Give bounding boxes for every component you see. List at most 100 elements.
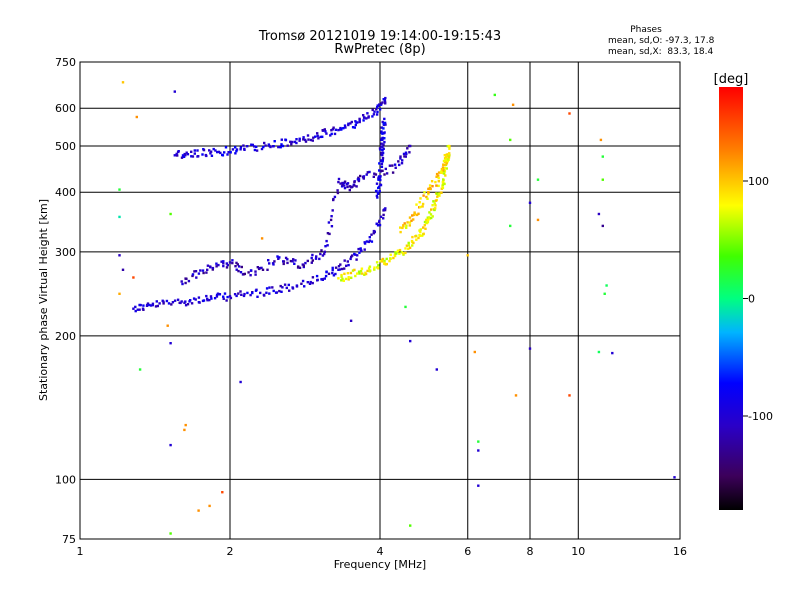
trace-point bbox=[319, 135, 322, 139]
trace-point bbox=[404, 151, 408, 154]
trace-point bbox=[396, 249, 400, 252]
y-tick-label: 75 bbox=[62, 533, 76, 546]
trace-point bbox=[358, 272, 361, 275]
trace-point bbox=[357, 270, 361, 273]
trace-point bbox=[279, 146, 282, 149]
trace-point bbox=[383, 100, 387, 103]
trace-point bbox=[263, 294, 266, 297]
trace-point bbox=[389, 253, 392, 256]
trace-point bbox=[329, 218, 333, 222]
trace-point bbox=[419, 228, 422, 231]
trace-point bbox=[278, 256, 281, 259]
trace-point bbox=[344, 126, 347, 129]
trace-point bbox=[424, 227, 427, 230]
trace-point bbox=[430, 208, 433, 211]
trace-point bbox=[316, 132, 319, 135]
trace-point bbox=[337, 277, 340, 280]
trace-point bbox=[194, 298, 197, 301]
trace-point bbox=[384, 207, 387, 210]
trace-point bbox=[405, 244, 409, 247]
trace-point bbox=[180, 300, 183, 303]
x-tick-label: 1 bbox=[77, 545, 84, 558]
trace-point bbox=[381, 145, 384, 149]
trace-point bbox=[443, 182, 446, 186]
trace-point bbox=[367, 116, 370, 119]
trace-point bbox=[282, 260, 286, 263]
trace-point bbox=[441, 186, 445, 190]
trace-point bbox=[437, 171, 441, 174]
trace-point bbox=[181, 154, 185, 157]
y-axis-label: Stationary phase Virtual Height [km] bbox=[37, 199, 50, 401]
trace-point bbox=[345, 264, 348, 267]
trace-point bbox=[363, 248, 366, 251]
trace-point bbox=[384, 123, 387, 126]
trace-point bbox=[132, 307, 135, 310]
trace-point bbox=[447, 156, 451, 159]
trace-point bbox=[438, 194, 441, 197]
trace-point bbox=[423, 191, 426, 194]
trace-point bbox=[383, 137, 386, 140]
trace-point bbox=[403, 222, 406, 225]
trace-point bbox=[374, 173, 378, 176]
trace-point bbox=[155, 300, 158, 303]
trace-point bbox=[337, 268, 340, 271]
trace-point bbox=[443, 166, 446, 170]
trace-point bbox=[235, 148, 239, 151]
trace-point bbox=[210, 297, 213, 300]
trace-point bbox=[361, 176, 365, 179]
trace-point bbox=[273, 260, 276, 263]
trace-point bbox=[279, 284, 282, 288]
y-tick-label: 200 bbox=[55, 330, 76, 343]
trace-point bbox=[234, 152, 237, 155]
trace-point bbox=[324, 245, 327, 248]
trace-point bbox=[407, 241, 410, 245]
trace-point bbox=[182, 155, 186, 158]
trace-point bbox=[208, 298, 211, 302]
trace-point bbox=[372, 229, 376, 233]
trace-point bbox=[379, 260, 382, 263]
trace-point bbox=[331, 209, 334, 212]
trace-point bbox=[422, 232, 425, 235]
trace-point bbox=[235, 268, 238, 271]
trace-point bbox=[341, 183, 345, 187]
trace-point bbox=[239, 290, 242, 293]
trace-point bbox=[259, 291, 262, 295]
trace-point bbox=[242, 273, 245, 276]
trace-point bbox=[419, 230, 422, 234]
trace-point bbox=[378, 108, 382, 111]
trace-point bbox=[231, 261, 234, 265]
trace-point bbox=[411, 214, 414, 217]
trace-point bbox=[254, 273, 257, 276]
scatter-point bbox=[118, 254, 121, 257]
trace-point bbox=[134, 309, 137, 313]
trace-point bbox=[181, 282, 184, 286]
trace-point bbox=[441, 183, 445, 187]
y-tick-label: 600 bbox=[55, 102, 76, 115]
trace-point bbox=[372, 232, 375, 235]
trace-point bbox=[363, 273, 366, 276]
trace-point bbox=[193, 149, 196, 152]
trace-point bbox=[151, 302, 155, 305]
scatter-point bbox=[197, 509, 200, 512]
trace-point bbox=[399, 155, 402, 158]
trace-point bbox=[269, 145, 272, 149]
trace-point bbox=[360, 249, 363, 252]
trace-point bbox=[411, 235, 414, 239]
trace-point bbox=[330, 129, 333, 132]
trace-point bbox=[349, 271, 353, 275]
trace-point bbox=[411, 244, 414, 247]
trace-point bbox=[351, 269, 355, 272]
x-tick-label: 8 bbox=[527, 545, 534, 558]
trace-point bbox=[339, 263, 342, 266]
trace-point bbox=[402, 152, 406, 156]
trace-point bbox=[225, 262, 228, 265]
trace-point bbox=[401, 252, 405, 255]
trace-point bbox=[184, 300, 187, 303]
y-tick-label: 300 bbox=[55, 246, 76, 259]
trace-point bbox=[350, 276, 353, 279]
trace-point bbox=[185, 277, 188, 280]
trace-point bbox=[357, 176, 360, 179]
trace-point bbox=[295, 138, 298, 141]
trace-point bbox=[346, 260, 349, 263]
trace-point bbox=[391, 164, 394, 167]
